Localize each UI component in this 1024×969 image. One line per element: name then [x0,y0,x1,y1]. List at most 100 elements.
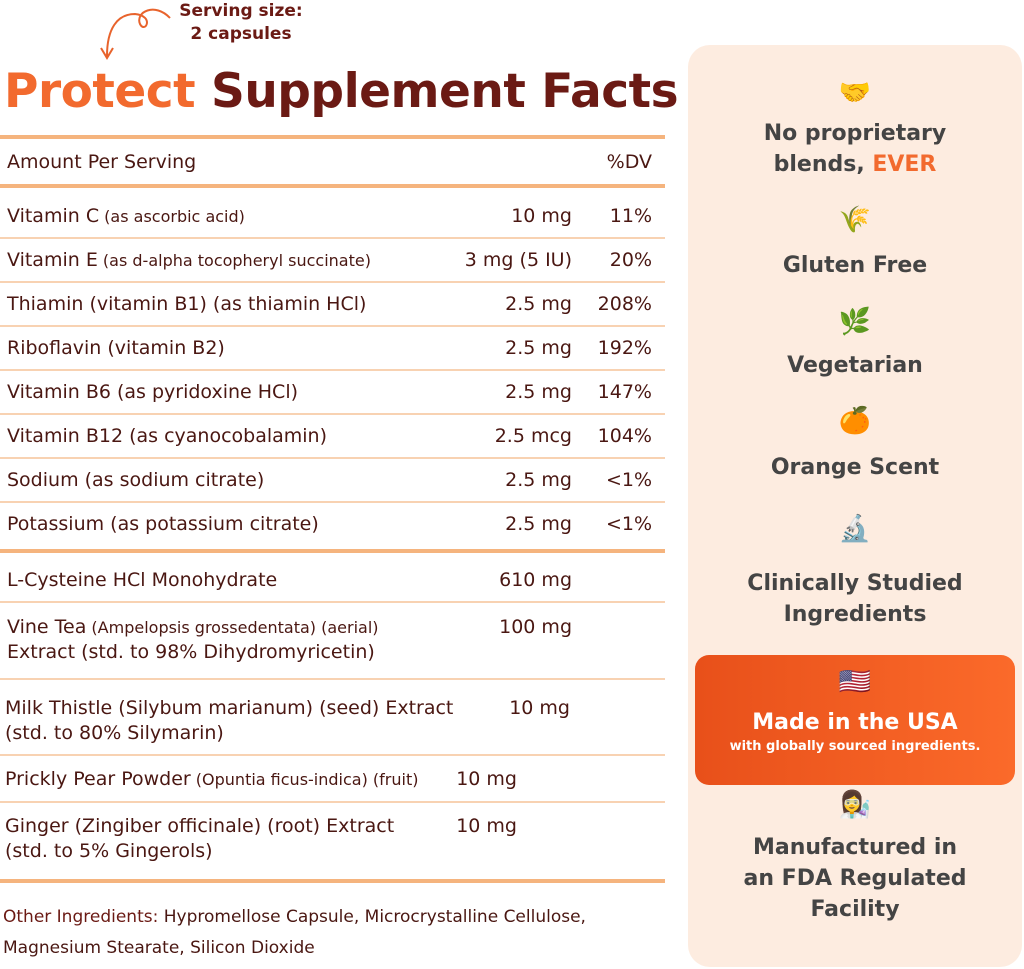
table-row: L-Cysteine HCl Monohydrate 610 mg [7,568,659,593]
nutrient-dv: <1% [605,469,652,491]
nutrient-detail: (as ascorbic acid) [99,207,245,226]
ingredient-detail: (Opuntia ficus-indica) (fruit) [190,770,419,789]
feature-line: Ingredients [783,602,927,627]
other-ingredients-text: Hypromellose Capsule, Microcrystalline C… [3,907,586,958]
divider [0,184,665,188]
serving-size: Serving size: 2 capsules [176,0,306,46]
nutrient-name: Vitamin C [7,205,100,227]
feature-label: Manufactured in an FDA Regulated Facility [688,832,1022,925]
nutrient-amount: 2.5 mg [505,293,572,315]
feature-label: Vegetarian [688,350,1022,381]
nutrient-name: Vitamin E [7,249,98,271]
feature-label: Gluten Free [688,250,1022,281]
feature-subline: with globally sourced ingredients. [729,739,981,754]
divider [0,801,665,803]
nutrient-amount: 2.5 mg [505,337,572,359]
curved-arrow-icon [100,8,171,60]
table-row: Vitamin B12 (as cyanocobalamin) 2.5 mcg 10… [7,424,659,449]
divider [0,879,665,883]
nutrient-name: Vitamin B6 (as pyridoxine HCl) [7,381,299,403]
feature-line: Clinically Studied [747,571,963,596]
ingredient-detail-line: (std. to 5% Gingerols) [5,840,213,862]
table-row: Milk Thistle (Silybum marianum) (seed) E… [5,696,657,745]
feature-line: No proprietary [763,121,947,146]
ingredient-amount: 10 mg [456,768,517,790]
table-header: Amount Per Serving %DV [7,150,659,174]
divider [0,601,665,603]
ingredient-detail: (Ampelopsis grossedentata) (aerial) [86,618,379,637]
table-row: Vine Tea (Ampelopsis grossedentata) (aer… [7,615,659,664]
feature-line: an FDA Regulated [743,866,967,891]
divider [0,237,665,239]
brand-name: Protect [4,64,196,119]
table-row: Potassium (as potassium citrate) 2.5 mg <1… [7,512,659,537]
nutrient-name: Vitamin B12 (as cyanocobalamin) [7,425,328,447]
nutrient-amount: 10 mg [511,205,572,227]
features-panel [688,45,1022,967]
table-row: Thiamin (vitamin B1) (as thiamin HCl) 2.5… [7,292,659,317]
table-row: Ginger (Zingiber officinale) (root) Extr… [5,814,657,863]
nutrient-amount: 2.5 mg [505,469,572,491]
ingredient-amount: 100 mg [499,616,572,638]
feature-accent: EVER [872,152,937,177]
other-ingredients-label: Other Ingredients: [3,907,159,927]
ingredient-detail-line: (std. to 80% Silymarin) [5,722,224,744]
herb-icon: 🌿 [838,307,872,337]
nutrient-dv: 147% [597,381,652,403]
ingredient-amount: 10 mg [509,697,570,719]
other-ingredients: Other Ingredients: Hypromellose Capsule,… [3,902,643,964]
rice-icon: 🌾 [838,205,872,235]
handshake-icon: 🤝 [838,78,872,108]
feature-label: No proprietary blends, EVER [688,118,1022,180]
divider [0,281,665,283]
ingredient-name: L-Cysteine HCl Monohydrate [7,569,278,591]
ingredient-name: Vine Tea [7,616,87,638]
feature-line: Orange Scent [770,455,940,480]
table-row: Prickly Pear Powder (Opuntia ficus-indic… [5,767,657,792]
nutrient-name: Potassium (as potassium citrate) [7,513,319,535]
nutrient-dv: 11% [609,205,652,227]
nutrient-name: Thiamin (vitamin B1) (as thiamin HCl) [7,293,367,315]
nutrient-dv: 192% [597,337,652,359]
serving-size-label: Serving size: [179,1,303,21]
divider [0,754,665,756]
feature-line: Gluten Free [782,253,928,278]
table-row: Sodium (as sodium citrate) 2.5 mg <1% [7,468,659,493]
divider [0,325,665,327]
nutrient-dv: 208% [597,293,652,315]
nutrient-dv: 20% [609,249,652,271]
divider [0,457,665,459]
amount-header: Amount Per Serving [7,151,197,173]
divider [0,413,665,415]
divider [0,135,665,139]
made-in-usa-badge [695,655,1015,785]
nutrient-name: Riboflavin (vitamin B2) [7,337,225,359]
nutrient-name: Sodium (as sodium citrate) [7,469,265,491]
nutrient-detail: (as d-alpha tocopheryl succinate) [97,251,371,270]
ingredient-amount: 610 mg [499,569,572,591]
ingredient-amount: 10 mg [456,815,517,837]
nutrient-amount: 3 mg (5 IU) [464,249,572,271]
title-text: Supplement Facts [210,64,679,119]
ingredient-name: Ginger (Zingiber officinale) (root) Extr… [5,815,395,837]
page-title: Protect Supplement Facts [4,64,679,119]
table-row: Vitamin C (as ascorbic acid) 10 mg 11% [7,204,659,229]
divider [0,369,665,371]
nutrient-amount: 2.5 mg [505,513,572,535]
ingredient-name: Prickly Pear Powder [5,768,191,790]
feature-line: Facility [810,897,900,922]
orange-icon: 🍊 [838,406,872,436]
ingredient-name: Milk Thistle (Silybum marianum) (seed) E… [5,697,454,719]
feature-line: blends, [773,152,873,177]
table-row: Vitamin E (as d-alpha tocopheryl succina… [7,248,659,273]
us-flag-icon: 🇺🇸 [838,667,872,697]
feature-line: Made in the USA [752,710,958,735]
table-row: Riboflavin (vitamin B2) 2.5 mg 192% [7,336,659,361]
nutrient-dv: 104% [597,425,652,447]
dv-header: %DV [606,151,652,173]
nutrient-amount: 2.5 mcg [494,425,572,447]
nutrient-dv: <1% [605,513,652,535]
scientist-icon: 👩‍🔬 [838,790,872,820]
feature-label: Orange Scent [688,452,1022,483]
feature-label: Made in the USA with globally sourced ing… [688,707,1022,756]
